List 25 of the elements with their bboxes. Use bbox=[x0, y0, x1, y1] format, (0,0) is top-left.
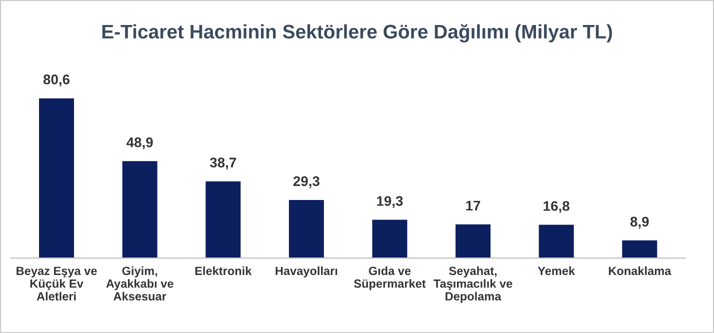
data-label: 80,6 bbox=[43, 74, 70, 86]
data-label: 8,9 bbox=[630, 216, 649, 229]
bar bbox=[622, 240, 658, 258]
bar bbox=[372, 220, 408, 258]
x-tick-label: Gıda ve Süpermarket bbox=[354, 266, 426, 290]
x-tick-label: Elektronik bbox=[195, 266, 252, 276]
bar bbox=[206, 181, 241, 258]
bar bbox=[538, 224, 574, 258]
data-label: 19,3 bbox=[377, 196, 403, 208]
bar bbox=[122, 161, 158, 258]
x-tick-label: Seyahat, Taşımacılık ve Depolama bbox=[434, 266, 512, 303]
x-tick-label: Giyim, Ayakkabı ve Aksesuar bbox=[106, 266, 174, 301]
data-label: 17 bbox=[466, 200, 480, 210]
x-tick-label: Yemek bbox=[538, 266, 576, 276]
bar bbox=[39, 98, 74, 258]
x-tick-label: Konaklama bbox=[608, 266, 672, 276]
data-label: 48,9 bbox=[126, 137, 153, 150]
x-tick-label: Beyaz Eşya ve Küçük Ev Aletleri bbox=[16, 266, 97, 301]
bar bbox=[288, 200, 324, 258]
chart-title: E-Ticaret Hacminin Sektörlere Göre Dağılımı (Milyar TL) bbox=[102, 24, 612, 43]
data-label: 38,7 bbox=[210, 158, 236, 170]
x-tick-label: Havayolları bbox=[276, 266, 338, 278]
bar bbox=[456, 224, 491, 258]
data-label: 29,3 bbox=[293, 176, 320, 188]
data-label: 16,8 bbox=[544, 201, 570, 213]
